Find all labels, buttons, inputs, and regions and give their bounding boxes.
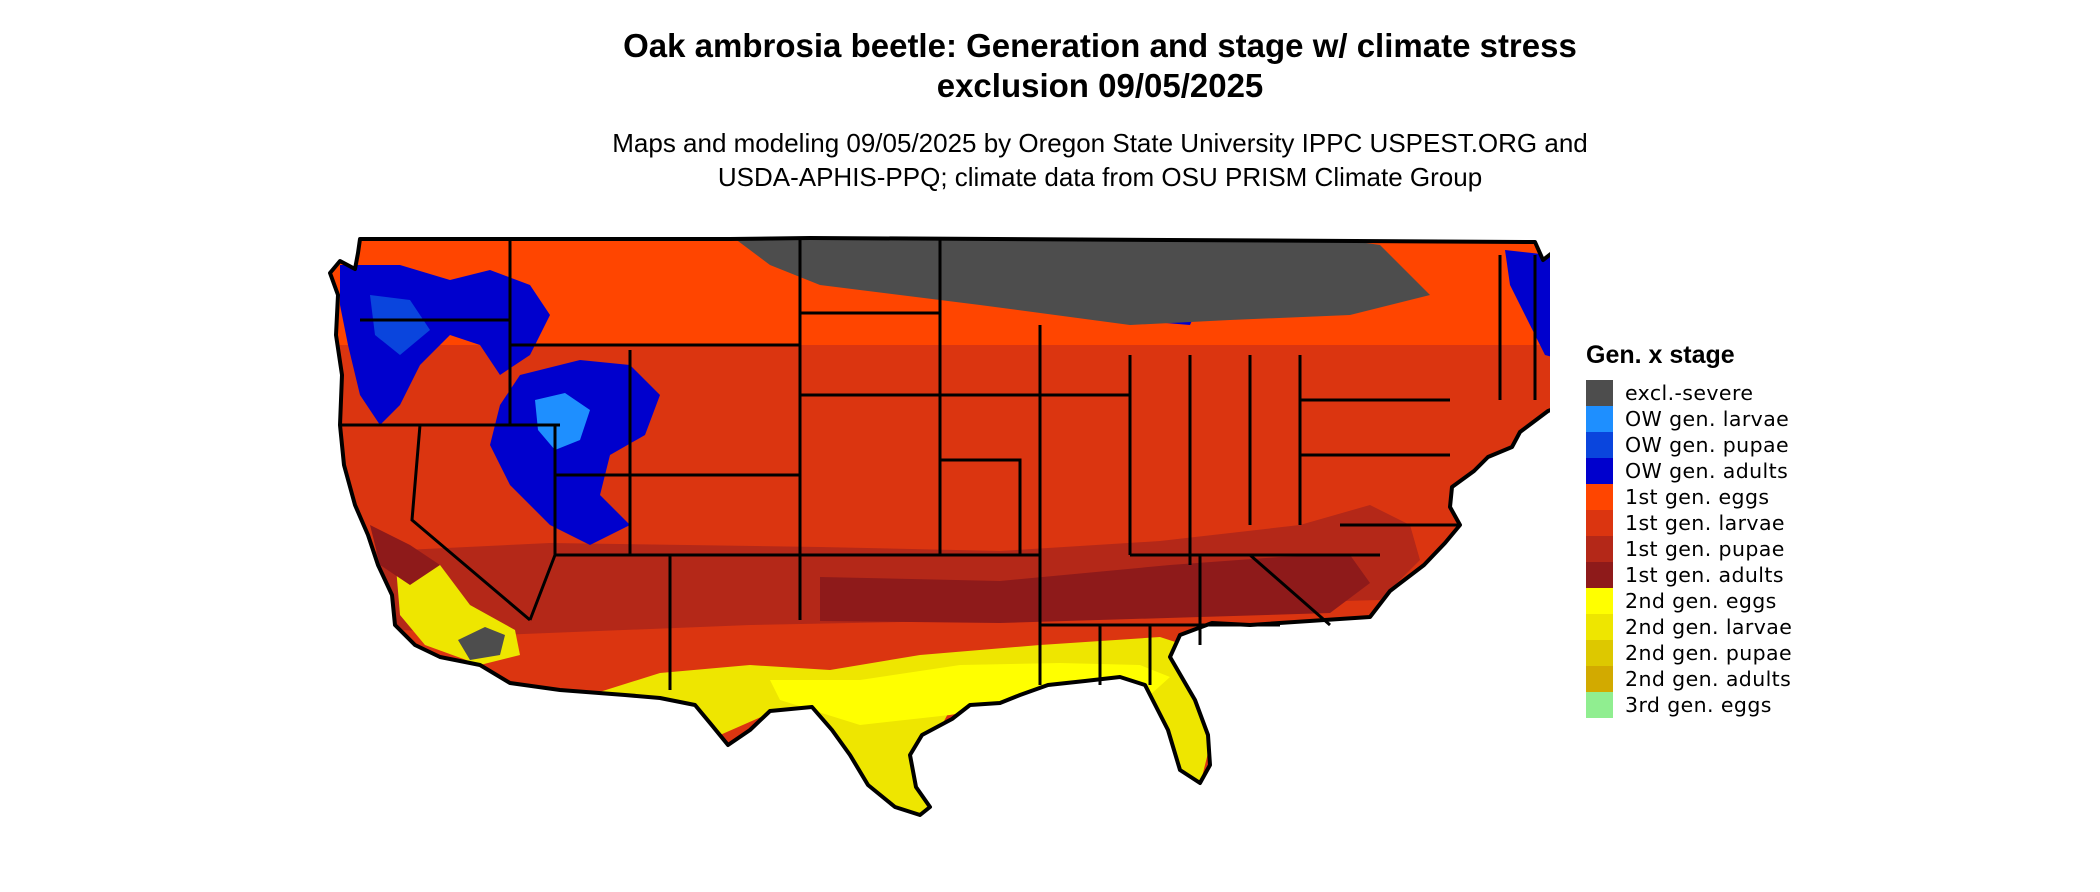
zone-2nd-gen-eggs [770, 663, 1170, 725]
legend-label: 2nd gen. eggs [1625, 589, 1777, 613]
legend-swatch [1586, 536, 1613, 562]
legend-item: 2nd gen. pupae [1586, 640, 1792, 666]
us-phenology-map [328, 236, 1550, 817]
map-subtitle-line-1: Maps and modeling 09/05/2025 by Oregon S… [612, 128, 1588, 158]
legend-swatch [1586, 692, 1613, 718]
legend-label: OW gen. adults [1625, 459, 1789, 483]
zone-excl-severe-southwest [458, 627, 505, 660]
legend-swatch [1586, 432, 1613, 458]
legend-label: 2nd gen. adults [1625, 667, 1792, 691]
zone-excl-severe-north-plains [730, 238, 1430, 325]
zone-ow-gen-adults-northeast [1505, 250, 1550, 365]
legend-item: 1st gen. adults [1586, 562, 1792, 588]
legend-swatch [1586, 614, 1613, 640]
legend-item: 2nd gen. eggs [1586, 588, 1792, 614]
legend-label: 1st gen. adults [1625, 563, 1784, 587]
legend-item: 1st gen. eggs [1586, 484, 1792, 510]
legend-swatch [1586, 588, 1613, 614]
legend-swatch [1586, 380, 1613, 406]
zone-ow-gen-larvae-rockies [535, 393, 590, 450]
zone-1st-gen-adults [820, 555, 1370, 623]
map-subtitle-line-2: USDA-APHIS-PPQ; climate data from OSU PR… [717, 162, 1483, 192]
legend-label: OW gen. larvae [1625, 407, 1790, 431]
legend-swatch [1586, 458, 1613, 484]
legend-label: 1st gen. pupae [1625, 537, 1785, 561]
zone-ow-gen-adults-rockies [490, 360, 660, 545]
state-borders [342, 239, 1537, 690]
zone-ow-gen-pupae-northwest [370, 295, 430, 355]
map-title-line-2: exclusion 09/05/2025 [936, 67, 1264, 104]
legend-label: 1st gen. eggs [1625, 485, 1770, 509]
legend-swatch [1586, 666, 1613, 692]
map-title-line-1: Oak ambrosia beetle: Generation and stag… [623, 27, 1577, 64]
us-outline [328, 236, 1550, 817]
legend-item: OW gen. pupae [1586, 432, 1792, 458]
map-header: Oak ambrosia beetle: Generation and stag… [330, 0, 1870, 194]
legend-swatch [1586, 510, 1613, 536]
legend-label: OW gen. pupae [1625, 433, 1789, 457]
legend-label: 2nd gen. larvae [1625, 615, 1793, 639]
legend-item: 1st gen. pupae [1586, 536, 1792, 562]
legend-swatch [1586, 406, 1613, 432]
legend: Gen. x stage excl.-severe OW gen. larvae O… [1586, 340, 1792, 718]
legend-item: 3rd gen. eggs [1586, 692, 1792, 718]
legend-label: 3rd gen. eggs [1625, 693, 1772, 717]
legend-item: excl.-severe [1586, 380, 1792, 406]
legend-item: 2nd gen. adults [1586, 666, 1792, 692]
legend-item: 2nd gen. larvae [1586, 614, 1792, 640]
legend-item: OW gen. adults [1586, 458, 1792, 484]
legend-label: excl.-severe [1625, 381, 1754, 405]
zone-1st-gen-adults-southwest [370, 525, 440, 585]
legend-swatch [1586, 484, 1613, 510]
legend-item: OW gen. larvae [1586, 406, 1792, 432]
legend-swatch [1586, 562, 1613, 588]
legend-item: 1st gen. larvae [1586, 510, 1792, 536]
legend-label: 2nd gen. pupae [1625, 641, 1793, 665]
legend-swatch [1586, 640, 1613, 666]
legend-title: Gen. x stage [1586, 341, 1735, 369]
legend-items: excl.-severe OW gen. larvae OW gen. pupae O… [1586, 380, 1792, 718]
legend-label: 1st gen. larvae [1625, 511, 1785, 535]
